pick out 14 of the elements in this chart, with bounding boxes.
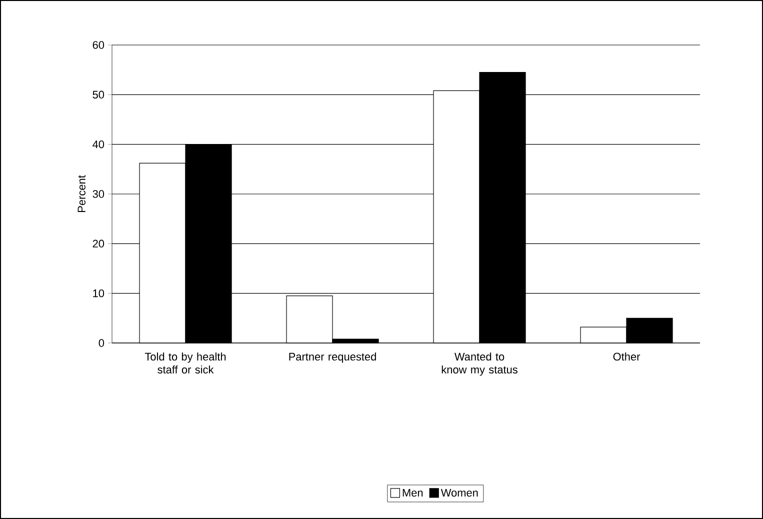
y-tick-label: 60 <box>92 41 104 49</box>
y-tick-label: 0 <box>98 339 104 347</box>
x-tick-label: Partner requested <box>289 352 376 363</box>
x-tick-label: Told to by health staff or sick <box>144 352 226 374</box>
legend-label: Women <box>440 488 478 497</box>
y-tick-label: 20 <box>92 240 104 248</box>
y-axis-title: Percent <box>78 175 86 212</box>
y-tick-label: 30 <box>92 190 104 198</box>
y-tick-label: 10 <box>93 289 104 298</box>
legend-label: Men <box>402 488 423 497</box>
y-tick-label: 50 <box>92 90 104 99</box>
x-tick-label: Other <box>613 352 640 361</box>
y-tick-label: 40 <box>92 140 104 148</box>
x-tick-label: Wanted to know my status <box>442 352 518 376</box>
